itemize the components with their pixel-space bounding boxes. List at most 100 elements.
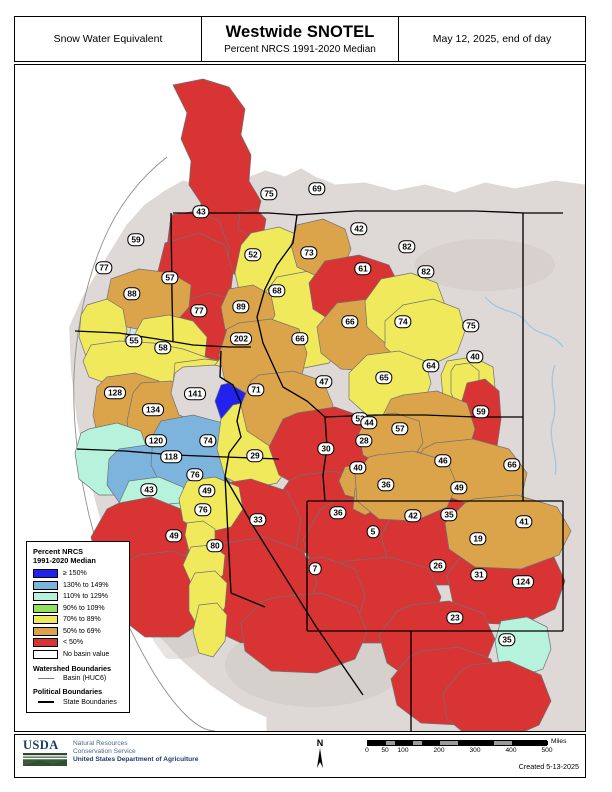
basin-value-label[interactable]: 57 xyxy=(391,422,409,436)
basin-value-label[interactable]: 80 xyxy=(206,539,224,553)
basin-value-label[interactable]: 64 xyxy=(422,359,440,373)
basin-value-label[interactable]: 23 xyxy=(446,611,464,625)
basin-value-label[interactable]: 35 xyxy=(498,633,516,647)
basin-value-label[interactable]: 118 xyxy=(160,450,182,464)
basin-value-label[interactable]: 49 xyxy=(450,481,468,495)
basin-value-label[interactable]: 31 xyxy=(470,568,488,582)
basin-value-label[interactable]: 77 xyxy=(95,261,113,275)
legend-swatch-icon xyxy=(33,615,58,624)
basin-value-label[interactable]: 88 xyxy=(123,287,141,301)
basin-value-label[interactable]: 69 xyxy=(308,182,326,196)
legend-swatch-icon xyxy=(33,626,58,636)
basin-value-label[interactable]: 43 xyxy=(192,205,210,219)
scale-tick: 400 xyxy=(505,747,517,754)
basin-value-label[interactable]: 35 xyxy=(440,508,458,522)
agency-line-1: Natural Resources xyxy=(73,740,128,747)
basin-value-label[interactable]: 19 xyxy=(469,532,487,546)
basin-value-label[interactable]: 124 xyxy=(512,575,534,589)
basin-value-label[interactable]: 26 xyxy=(429,559,447,573)
basin-value-label[interactable]: 61 xyxy=(354,262,372,276)
basin-value-label[interactable]: 66 xyxy=(341,315,359,329)
basin-value-label[interactable]: 47 xyxy=(315,375,333,389)
basin-value-label[interactable]: 57 xyxy=(161,271,179,285)
basin-value-label[interactable]: 134 xyxy=(142,403,164,417)
basin-value-label[interactable]: 59 xyxy=(127,233,145,247)
basin-value-label[interactable]: 49 xyxy=(198,484,216,498)
basin-value-label[interactable]: 43 xyxy=(140,483,158,497)
map-graphic xyxy=(15,65,585,731)
scale-bar: Miles 0 50 100 200 300 400 500 xyxy=(365,738,577,756)
basin-value-label[interactable]: 36 xyxy=(329,506,347,520)
legend-title: Percent NRCS 1991-2020 Median xyxy=(33,547,124,565)
basin-value-label[interactable]: 28 xyxy=(355,434,373,448)
legend-swatch-icon xyxy=(33,580,58,590)
basin-value-label[interactable]: 202 xyxy=(230,332,252,346)
basin-value-label[interactable]: 41 xyxy=(515,515,533,529)
legend-class-row: 50% to 69% xyxy=(33,626,124,636)
usda-logo-block: USDA Natural Resources Conservation Serv… xyxy=(23,739,198,771)
basin-value-label[interactable]: 75 xyxy=(462,319,480,333)
basin-value-label[interactable]: 75 xyxy=(260,187,278,201)
basin-value-label[interactable]: 66 xyxy=(503,458,521,472)
title-bar: Snow Water Equivalent Westwide SNOTEL Pe… xyxy=(14,16,586,62)
basin-value-label[interactable]: 36 xyxy=(377,478,395,492)
scale-tick: 50 xyxy=(381,747,389,754)
basin-line-icon xyxy=(33,677,58,680)
page-subtitle: Percent NRCS 1991-2020 Median xyxy=(224,44,376,55)
basin-value-label[interactable]: 33 xyxy=(249,513,267,527)
basin-value-label[interactable]: 128 xyxy=(104,386,126,400)
basin-value-label[interactable]: 65 xyxy=(375,371,393,385)
basin-value-label[interactable]: 82 xyxy=(398,240,416,254)
basin-value-label[interactable]: 29 xyxy=(246,449,264,463)
legend-basin-row: Basin (HUC6) xyxy=(33,675,124,682)
basin-value-label[interactable]: 71 xyxy=(247,383,265,397)
basin-value-label[interactable]: 141 xyxy=(184,387,206,401)
basin-value-label[interactable]: 68 xyxy=(268,284,286,298)
basin-value-label[interactable]: 58 xyxy=(154,341,172,355)
basin-value-label[interactable]: 42 xyxy=(404,509,422,523)
basin-value-label[interactable]: 89 xyxy=(232,300,250,314)
basin-value-label[interactable]: 82 xyxy=(417,265,435,279)
basin-value-label[interactable]: 49 xyxy=(165,529,183,543)
scale-tick: 100 xyxy=(397,747,409,754)
map-frame[interactable]: 43 59 75 69 42 82 82 77 57 52 73 61 88 77 89 68 66 74 75 55… xyxy=(14,64,586,732)
basin-value-label[interactable]: 44 xyxy=(360,416,378,430)
basin-value-label[interactable]: 74 xyxy=(199,434,217,448)
coastline xyxy=(73,156,216,731)
legend-class-label: 50% to 69% xyxy=(63,627,101,635)
basin-value-label[interactable]: 55 xyxy=(125,334,143,348)
basin-value-label[interactable]: 46 xyxy=(434,454,452,468)
basin-value-label[interactable]: 5 xyxy=(366,525,380,539)
basin-value-label[interactable]: 40 xyxy=(466,350,484,364)
basin-value-label[interactable]: 76 xyxy=(186,468,204,482)
north-label: N xyxy=(316,738,324,748)
basin-value-label[interactable]: 76 xyxy=(194,503,212,517)
usda-logo-icon: USDA xyxy=(23,739,67,771)
basin-value-label[interactable]: 77 xyxy=(190,304,208,318)
page-title: Westwide SNOTEL xyxy=(225,23,375,41)
basin-value-label[interactable]: 7 xyxy=(308,562,322,576)
basin-value-label[interactable]: 73 xyxy=(300,246,318,260)
legend-swatch-icon xyxy=(33,569,58,578)
basin-value-label[interactable]: 52 xyxy=(244,248,262,262)
basin-value-label[interactable]: 30 xyxy=(317,442,335,456)
north-arrow-icon xyxy=(317,748,323,768)
basin-value-label[interactable]: 42 xyxy=(350,222,368,236)
legend-class-list: ≥ 150% 130% to 149% 110% to 129% 90% to 109… xyxy=(33,569,124,659)
legend-state-label: State Boundaries xyxy=(63,698,117,706)
basin-value-label[interactable]: 66 xyxy=(291,332,309,346)
map-canvas[interactable]: 43 59 75 69 42 82 82 77 57 52 73 61 88 77 89 68 66 74 75 55… xyxy=(15,65,585,731)
basin-value-label[interactable]: 74 xyxy=(394,315,412,329)
legend-class-label: 70% to 89% xyxy=(63,616,101,623)
state-line-icon xyxy=(33,701,58,703)
basin-value-label[interactable]: 59 xyxy=(472,405,490,419)
basin-value-label[interactable]: 40 xyxy=(349,461,367,475)
basin-value-label[interactable]: 120 xyxy=(145,434,167,448)
agency-line-3: United States Department of Agriculture xyxy=(73,756,199,764)
legend-class-label: 110% to 129% xyxy=(63,593,109,600)
legend-class-row: ≥ 150% xyxy=(33,569,124,578)
legend-class-label: ≥ 150% xyxy=(63,570,87,577)
usda-emblem-icon xyxy=(23,753,67,766)
scale-unit-label: Miles xyxy=(551,738,567,745)
